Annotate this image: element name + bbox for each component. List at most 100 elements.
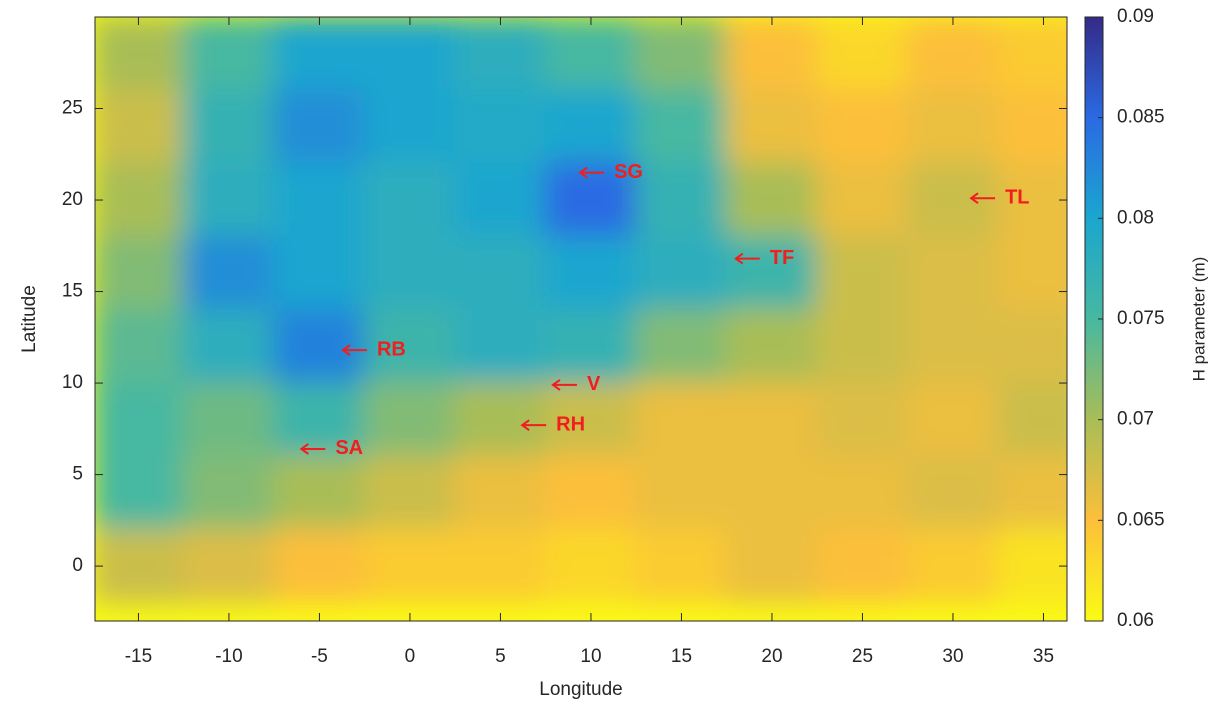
heatmap-cell — [997, 235, 1067, 311]
y-tick-label: 0 — [72, 555, 83, 576]
heatmap-cell — [816, 235, 909, 311]
x-tick-label: -5 — [311, 646, 328, 667]
annotation-label: SA — [335, 437, 363, 459]
heatmap-cell — [816, 162, 909, 238]
x-tick-label: -15 — [125, 646, 152, 667]
heatmap-cell — [635, 308, 728, 385]
annotation-label: TL — [1005, 186, 1029, 208]
heatmap-cell — [544, 382, 638, 458]
heatmap-cell — [273, 162, 366, 238]
heatmap-cell — [725, 17, 819, 92]
heatmap-cell — [635, 162, 728, 238]
heatmap-cell — [544, 17, 638, 92]
y-tick-label: 10 — [62, 372, 83, 393]
annotation-label: RH — [556, 413, 585, 435]
heatmap-cell — [454, 89, 547, 165]
heatmap-cell — [95, 455, 185, 531]
heatmap-cell — [273, 382, 366, 458]
heatmap-cell — [544, 89, 638, 165]
heatmap-cell — [182, 455, 276, 531]
annotation-arrow — [969, 192, 996, 205]
heatmap-cell — [906, 528, 1000, 604]
heatmap-cell — [906, 89, 1000, 165]
heatmap-cell — [906, 308, 1000, 385]
heatmap-cell — [906, 162, 1000, 238]
heatmap-cell — [95, 89, 185, 165]
heatmap-cell — [182, 382, 276, 458]
heatmap-cell — [997, 162, 1067, 238]
heatmap-cell — [95, 162, 185, 238]
x-axis-label: Longitude — [539, 679, 622, 700]
heatmap-cell — [544, 235, 638, 311]
y-axis-label: Latitude — [19, 285, 40, 353]
annotation-arrow — [341, 344, 367, 356]
annotation-arrow — [578, 166, 605, 179]
y-tick-label: 20 — [62, 189, 83, 210]
heatmap-cell — [454, 382, 547, 458]
heatmap-cell — [454, 308, 547, 385]
heatmap-cell — [544, 162, 638, 238]
heatmap-cell — [725, 89, 819, 165]
heatmap-cell — [182, 89, 276, 165]
colorbar-tick-label: 0.09 — [1117, 6, 1154, 27]
colorbar-tick-label: 0.085 — [1117, 107, 1165, 128]
heatmap-cell — [816, 528, 909, 604]
x-tick-label: 35 — [1033, 646, 1054, 667]
annotation-arrow — [299, 443, 326, 455]
x-tick-label: 5 — [495, 646, 506, 667]
x-tick-label: -10 — [215, 646, 242, 667]
y-tick-label: 15 — [62, 281, 83, 302]
heatmap-cell — [544, 528, 638, 604]
heatmap-cell — [816, 89, 909, 165]
heatmap-cell — [725, 235, 819, 311]
x-tick-label: 0 — [405, 646, 416, 667]
heatmap-cell — [454, 17, 547, 92]
heatmap-cell — [997, 382, 1067, 458]
heatmap-cell — [182, 308, 276, 385]
colorbar-label: H parameter (m) — [1189, 257, 1208, 382]
heatmap-cell — [544, 455, 638, 531]
y-tick-label: 25 — [62, 98, 83, 119]
heatmap-cell — [816, 308, 909, 385]
heatmap-cell — [906, 17, 1000, 92]
heatmap-cell — [273, 17, 366, 92]
heatmap-cell — [363, 235, 457, 311]
heatmap-cell — [182, 17, 276, 92]
heatmap-cell — [182, 528, 276, 604]
x-tick-label: 20 — [761, 646, 782, 667]
heatmap-cell — [816, 382, 909, 458]
heatmap-cell — [363, 162, 457, 238]
annotation-label: SG — [614, 161, 643, 183]
x-tick-label: 25 — [852, 646, 873, 667]
x-tick-label: 15 — [671, 646, 692, 667]
heatmap-cell — [635, 382, 728, 458]
heatmap-cell — [725, 382, 819, 458]
annotation-arrow — [551, 379, 577, 391]
heatmap-cell — [635, 89, 728, 165]
heatmap-cell — [273, 308, 366, 385]
heatmap-cell — [273, 235, 366, 311]
heatmap-cell — [182, 162, 276, 238]
heatmap-cell — [906, 382, 1000, 458]
heatmap-cell — [363, 17, 457, 92]
colorbar-tick-label: 0.06 — [1117, 610, 1154, 631]
heatmap-cell — [95, 235, 185, 311]
heatmap-cell — [363, 382, 457, 458]
heatmap-cell — [273, 455, 366, 531]
heatmap-cell — [997, 528, 1067, 604]
colorbar-tick-label: 0.075 — [1117, 308, 1165, 329]
heatmap-cell — [635, 528, 728, 604]
heatmap — [95, 17, 1067, 621]
heatmap-cell — [95, 17, 185, 92]
colorbar-tick-label: 0.065 — [1117, 509, 1165, 530]
heatmap-cell — [816, 17, 909, 92]
heatmap-cell — [997, 455, 1067, 531]
heatmap-cell — [95, 528, 185, 604]
heatmap-cell — [454, 455, 547, 531]
heatmap-cell — [363, 308, 457, 385]
heatmap-cell — [725, 308, 819, 385]
heatmap-cell — [363, 455, 457, 531]
heatmap-cell — [273, 528, 366, 604]
heatmap-cell — [725, 455, 819, 531]
